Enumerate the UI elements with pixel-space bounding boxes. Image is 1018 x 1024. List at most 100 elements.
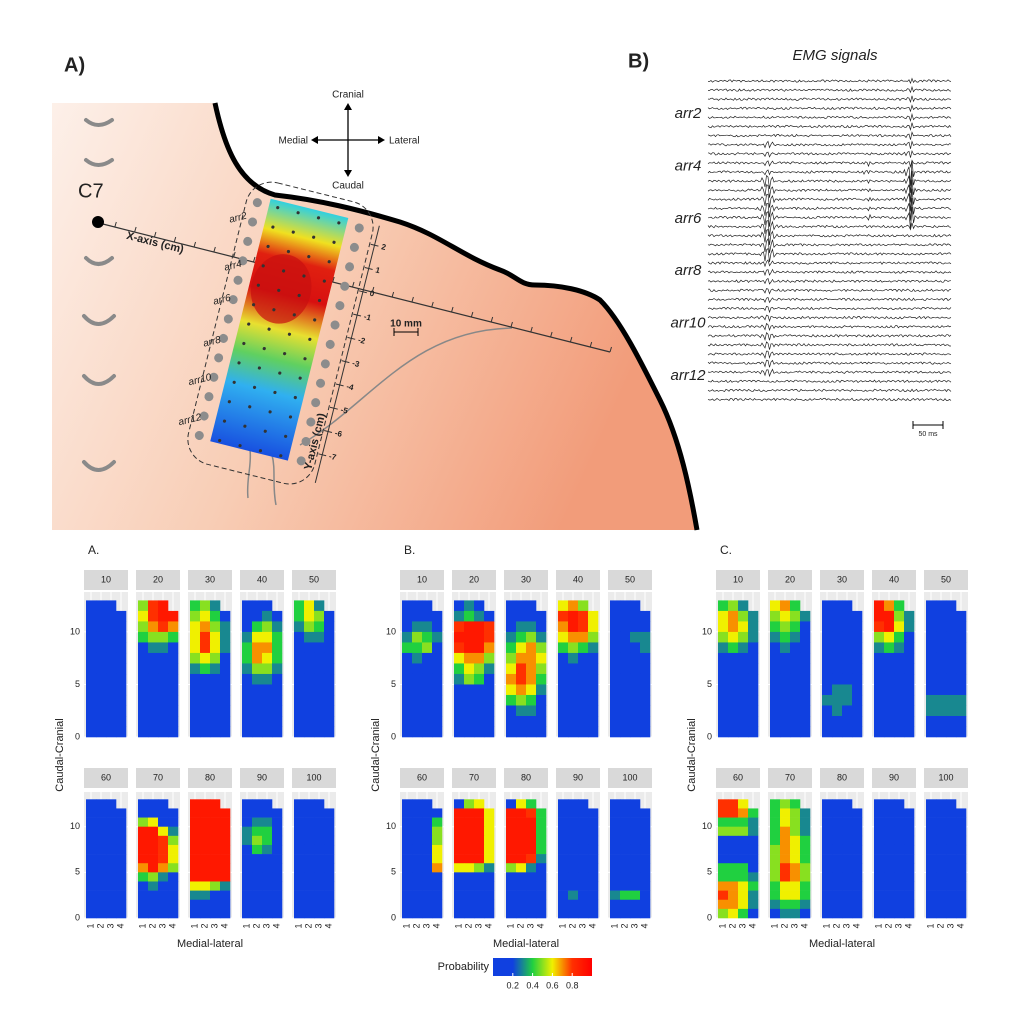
heat-cell — [526, 908, 537, 919]
heat-cell — [738, 684, 749, 696]
heat-cell — [454, 799, 465, 809]
x-tick-label: 4 — [639, 923, 649, 928]
heat-cell — [578, 715, 589, 727]
heat-cell — [294, 705, 305, 717]
heat-cell — [158, 642, 169, 654]
heat-cell — [148, 663, 159, 675]
heat-cell — [262, 715, 273, 727]
heat-cell — [780, 715, 791, 727]
heat-cell — [578, 844, 589, 855]
heat-cell — [484, 705, 495, 717]
heat-cell — [484, 872, 495, 882]
heat-cell — [148, 890, 159, 901]
x-axis-tick — [252, 256, 256, 263]
heat-cell — [748, 705, 759, 717]
heat-cell — [294, 652, 305, 664]
emg-trace — [707, 131, 952, 140]
heat-cell — [412, 863, 423, 873]
heat-cell — [620, 726, 631, 738]
heat-cell — [884, 715, 895, 727]
heat-cell — [790, 673, 801, 685]
x-axis-tick — [609, 346, 612, 353]
heat-cell — [272, 899, 283, 910]
heat-cell — [138, 610, 149, 622]
heat-cell — [474, 844, 485, 855]
heat-cell — [138, 854, 149, 864]
heat-cell — [852, 899, 863, 910]
heat-cell — [884, 600, 895, 612]
emg-trace — [707, 388, 952, 393]
heat-cell — [220, 663, 231, 675]
heat-cell — [314, 652, 325, 664]
x-tick-label: 3 — [525, 923, 535, 928]
y-axis-tick-label: -6 — [334, 428, 344, 439]
heat-cell — [454, 642, 465, 654]
heat-cell — [780, 600, 791, 612]
heat-cell — [220, 863, 231, 873]
heat-cell — [822, 684, 833, 696]
x-tick-label: 2 — [779, 923, 789, 928]
x-axis-tick — [411, 296, 414, 303]
heat-cell — [640, 715, 651, 727]
heat-cell — [956, 844, 967, 855]
heat-cell — [610, 835, 621, 846]
x-tick-label: 1 — [293, 923, 303, 928]
heat-cell — [936, 844, 947, 855]
emg-trace — [707, 247, 952, 263]
heat-cell — [718, 854, 729, 864]
heat-cell — [168, 854, 179, 864]
heat-cell — [262, 844, 273, 855]
heat-cell — [190, 799, 201, 809]
x-tick-label: 1 — [769, 923, 779, 928]
heat-cell — [314, 673, 325, 685]
heat-cell — [610, 621, 621, 633]
heat-cell — [852, 817, 863, 827]
heat-cell — [210, 631, 221, 643]
x-tick-label: 1 — [609, 923, 619, 928]
electrode — [233, 275, 243, 285]
heat-cell — [474, 610, 485, 622]
facet-label: 50 — [309, 574, 319, 584]
heat-cell — [484, 899, 495, 910]
heat-cell — [620, 694, 631, 706]
heat-cell — [842, 899, 853, 910]
heat-cell — [640, 854, 651, 864]
heat-cell — [464, 854, 475, 864]
heat-cell — [116, 854, 127, 864]
heat-cell — [116, 715, 127, 727]
heat-cell — [474, 705, 485, 717]
heat-cell — [770, 705, 781, 717]
heat-cell — [822, 890, 833, 901]
heat-cell — [718, 863, 729, 873]
legend-title: Probability — [438, 961, 490, 973]
heat-cell — [748, 899, 759, 910]
heat-cell — [116, 684, 127, 696]
heat-cell — [832, 899, 843, 910]
heat-cell — [588, 844, 599, 855]
x-tick-label: 4 — [483, 923, 493, 928]
heat-cell — [790, 694, 801, 706]
heat-cell — [946, 817, 957, 827]
heat-cell — [96, 844, 107, 855]
heat-cell — [946, 600, 957, 612]
heat-cell — [526, 808, 537, 818]
heat-cell — [904, 817, 915, 827]
heat-cell — [568, 663, 579, 675]
facet-strip — [452, 570, 496, 590]
heat-cell — [770, 673, 781, 685]
heat-cell — [526, 881, 537, 891]
heat-cell — [516, 705, 527, 717]
heat-cell — [432, 715, 443, 727]
heat-cell — [210, 799, 221, 809]
facet-strip — [240, 768, 284, 788]
y-tick-label: 5 — [75, 679, 80, 689]
heat-cell — [474, 673, 485, 685]
facet-strip — [400, 768, 444, 788]
heat-cell — [790, 817, 801, 827]
heat-cell — [168, 881, 179, 891]
heat-cell — [620, 872, 631, 882]
heat-cell — [506, 899, 517, 910]
heat-cell — [956, 705, 967, 717]
heat-cell — [432, 652, 443, 664]
heat-cell — [86, 890, 97, 901]
